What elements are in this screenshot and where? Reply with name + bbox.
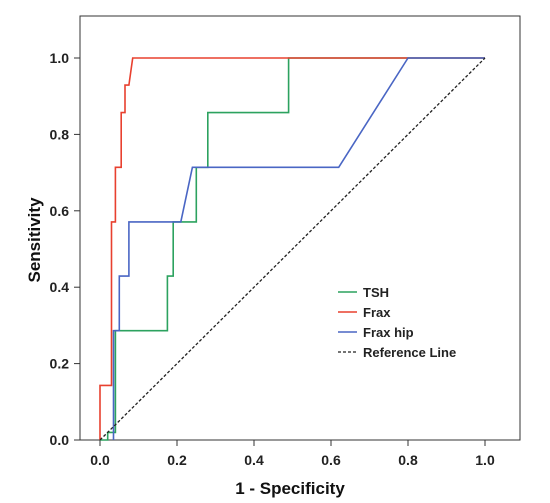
legend-label: Frax hip — [363, 325, 414, 340]
axis-ticks: 0.0 0.2 0.4 0.6 0.8 1.0 0.0 0.2 0.4 0.6 0.8 1.0 — [50, 50, 495, 468]
y-tick-label: 0.2 — [50, 356, 70, 372]
series-layer — [99, 57, 486, 441]
series-line-frax-hip — [112, 57, 485, 440]
x-tick-label: 1.0 — [475, 452, 495, 468]
x-tick-label: 0.0 — [90, 452, 110, 468]
legend-label: Frax — [363, 305, 391, 320]
x-tick-label: 0.6 — [321, 452, 341, 468]
y-tick-label: 0.8 — [50, 126, 70, 142]
series-line-frax — [99, 57, 485, 440]
x-tick-label: 0.2 — [167, 452, 187, 468]
series-line-reference-line — [99, 57, 486, 441]
series-line-tsh — [100, 57, 485, 441]
y-axis-title: Sensitivity — [25, 197, 44, 283]
legend-label: TSH — [363, 285, 389, 300]
y-tick-label: 0.6 — [50, 203, 70, 219]
legend-label: Reference Line — [363, 345, 456, 360]
y-tick-label: 0.4 — [50, 279, 70, 295]
x-tick-label: 0.8 — [398, 452, 418, 468]
plot-area — [79, 15, 521, 441]
y-tick-label: 1.0 — [50, 50, 70, 66]
x-tick-label: 0.4 — [244, 452, 264, 468]
x-axis-title: 1 - Specificity — [235, 479, 345, 498]
y-tick-label: 0.0 — [50, 432, 70, 448]
legend: TSH Frax Frax hip Reference Line — [338, 285, 456, 360]
